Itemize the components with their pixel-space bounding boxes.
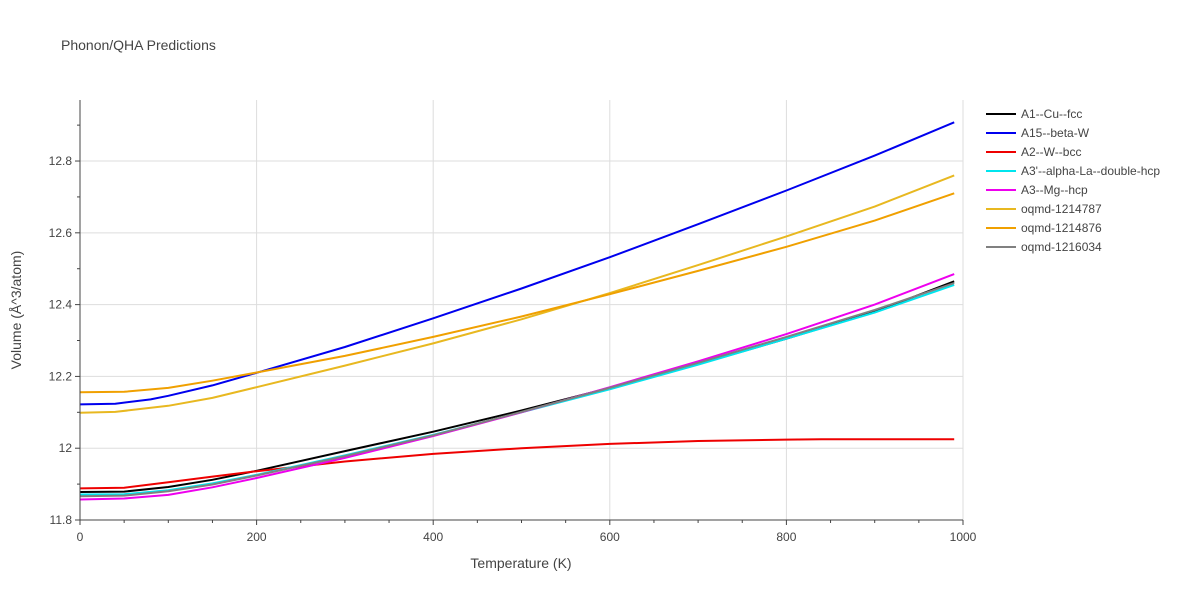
grid	[80, 100, 964, 520]
plot-area	[79, 121, 955, 501]
x-tick-label: 800	[776, 530, 796, 544]
legend-item: oqmd-1214876	[986, 221, 1102, 235]
y-tick-label: 12.2	[49, 369, 73, 383]
y-axis-label: Volume (Å^3/atom)	[8, 251, 24, 370]
series-line	[79, 121, 955, 406]
series-line	[79, 283, 955, 496]
legend-label: A1--Cu--fcc	[1021, 107, 1082, 121]
series-line	[79, 192, 955, 394]
legend-item: A2--W--bcc	[986, 145, 1081, 159]
x-tick-label: 1000	[950, 530, 977, 544]
axes: 0 200 400 600 800 1000 11.8 12 12.2 12.4 12.6 12.8	[49, 100, 977, 544]
y-tick-label: 12.4	[49, 298, 73, 312]
legend-label: A3'--alpha-La--double-hcp	[1021, 164, 1160, 178]
legend-item: A3'--alpha-La--double-hcp	[986, 164, 1160, 178]
legend-label: A2--W--bcc	[1021, 145, 1081, 159]
series-line	[79, 273, 955, 501]
legend: A1--Cu--fcc A15--beta-W A2--W--bcc A3'--alp…	[986, 107, 1160, 254]
legend-label: oqmd-1214787	[1021, 202, 1102, 216]
series-line	[79, 438, 955, 490]
y-tick-label: 12.8	[49, 154, 73, 168]
legend-item: oqmd-1216034	[986, 240, 1102, 254]
x-tick-label: 0	[77, 530, 84, 544]
x-tick-label: 400	[423, 530, 443, 544]
legend-label: A15--beta-W	[1021, 126, 1090, 140]
legend-item: A1--Cu--fcc	[986, 107, 1082, 121]
legend-item: A3--Mg--hcp	[986, 183, 1088, 197]
y-tick-label: 12.6	[49, 226, 73, 240]
legend-label: oqmd-1214876	[1021, 221, 1102, 235]
x-axis-label: Temperature (K)	[470, 555, 571, 571]
legend-item: oqmd-1214787	[986, 202, 1102, 216]
legend-item: A15--beta-W	[986, 126, 1090, 140]
y-tick-label: 12	[59, 441, 73, 455]
x-tick-label: 600	[600, 530, 620, 544]
legend-label: oqmd-1216034	[1021, 240, 1102, 254]
chart-title: Phonon/QHA Predictions	[61, 37, 216, 53]
legend-label: A3--Mg--hcp	[1021, 183, 1088, 197]
series-line	[79, 174, 955, 414]
x-tick-label: 200	[247, 530, 267, 544]
series-line	[79, 282, 955, 498]
y-tick-label: 11.8	[50, 513, 73, 527]
